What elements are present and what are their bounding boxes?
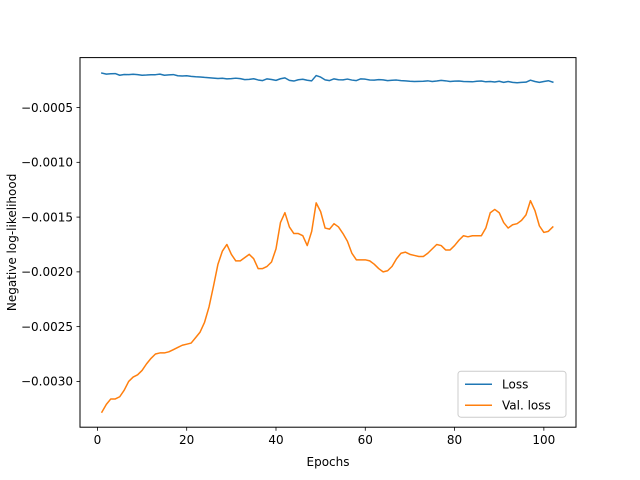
x-tick-label: 40 <box>268 433 283 447</box>
legend-label: Loss <box>502 377 528 391</box>
y-tick-label: −0.0025 <box>21 320 73 334</box>
x-tick-label: 80 <box>447 433 462 447</box>
x-tick-label: 100 <box>532 433 555 447</box>
x-tick-label: 20 <box>179 433 194 447</box>
series-line-loss <box>100 72 554 84</box>
plot-area <box>100 72 554 414</box>
legend: Loss Val. loss <box>457 370 567 418</box>
plot-frame <box>79 57 577 428</box>
y-tick-label: −0.0010 <box>21 156 73 170</box>
y-tick-label: −0.0015 <box>21 210 73 224</box>
series-layer <box>100 72 554 414</box>
legend-label: Val. loss <box>502 398 551 412</box>
y-tick-label: −0.0005 <box>21 101 73 115</box>
y-axis-label: Negative log-likelihood <box>5 174 19 311</box>
x-tick-label: 0 <box>94 433 102 447</box>
series-line-val-loss <box>100 199 554 414</box>
x-axis-label: Epochs <box>307 455 350 469</box>
axes-layer: 0 20 40 60 80 100 −0.0030 −0.0025 −0.0020 −0.0015… <box>21 101 555 447</box>
x-tick-label: 60 <box>358 433 373 447</box>
y-tick-label: −0.0020 <box>21 265 73 279</box>
y-tick-label: −0.0030 <box>21 375 73 389</box>
